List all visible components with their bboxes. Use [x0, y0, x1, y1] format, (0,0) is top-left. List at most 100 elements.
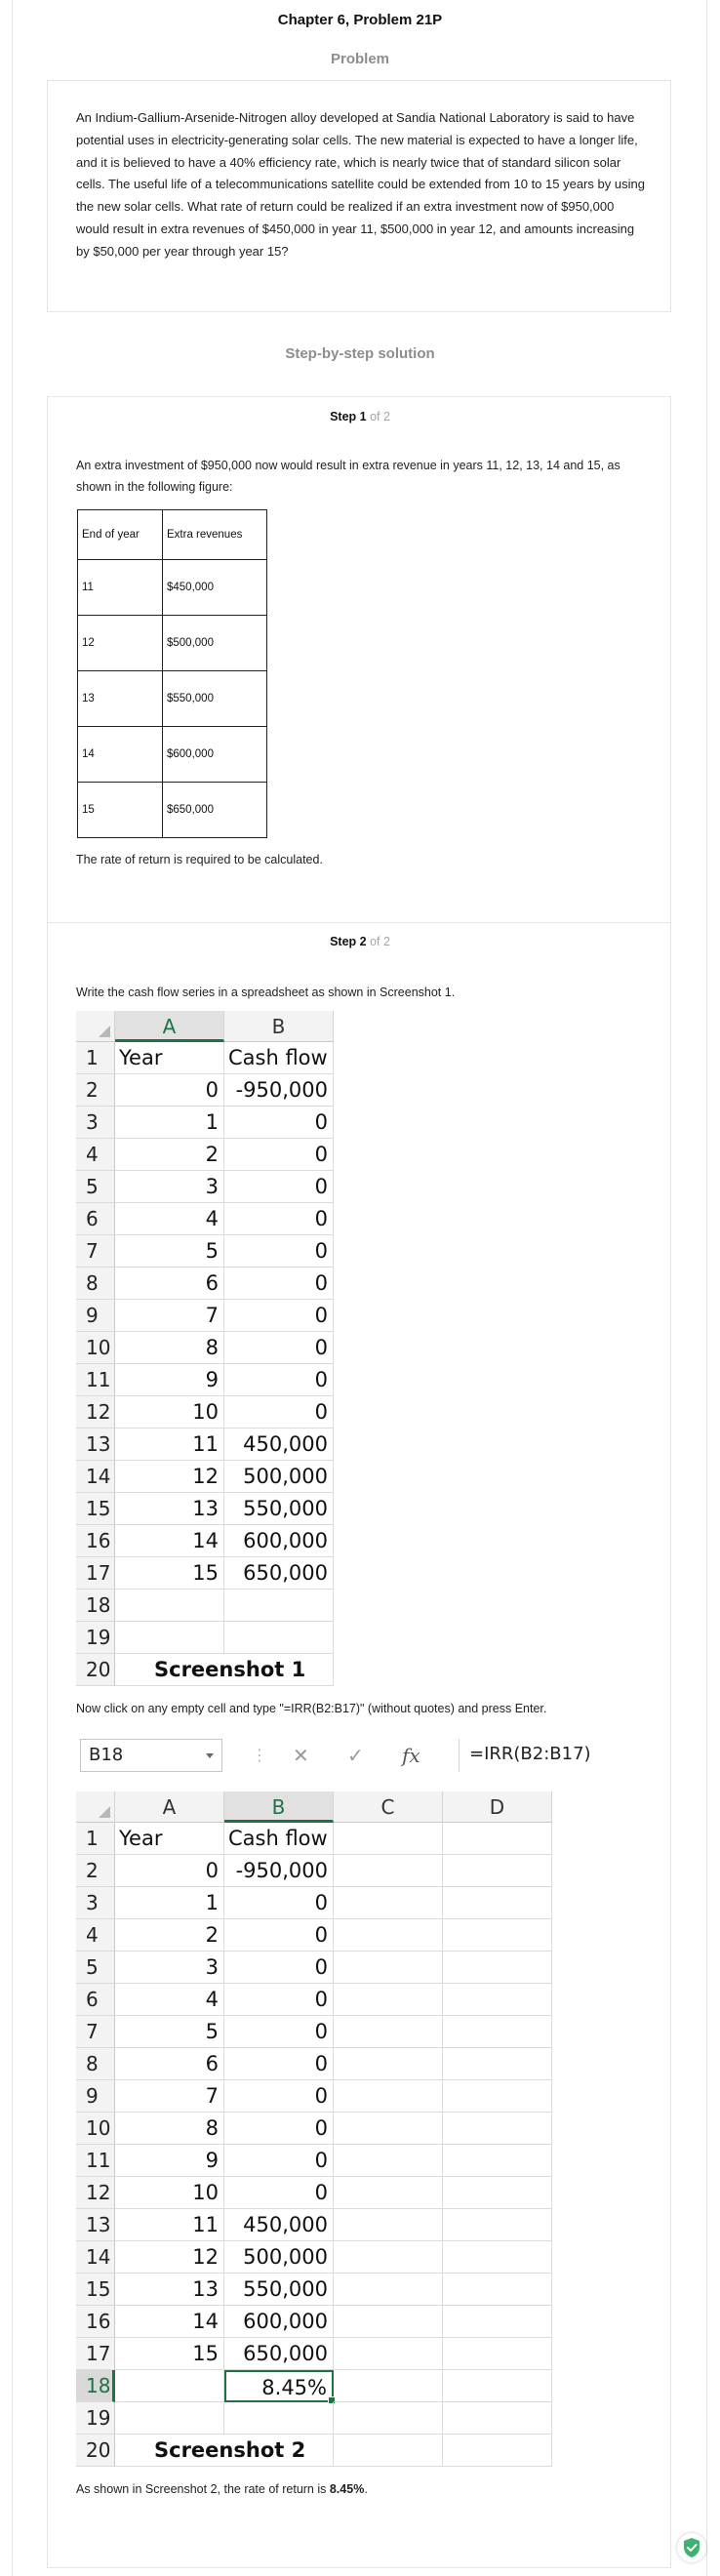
row-header-19[interactable]: 19: [76, 1622, 115, 1654]
column-header-d[interactable]: D: [443, 1791, 552, 1823]
cell-c10[interactable]: [334, 2113, 443, 2145]
select-all-corner[interactable]: [76, 1011, 115, 1042]
row-header-1[interactable]: 1: [76, 1042, 115, 1074]
cell-b3[interactable]: 0: [224, 1107, 334, 1139]
row-header-16[interactable]: 16: [76, 1525, 115, 1557]
row-header-20[interactable]: 20: [76, 2435, 115, 2467]
cell-d9[interactable]: [443, 2080, 552, 2113]
cell-c13[interactable]: [334, 2209, 443, 2241]
cell-b17[interactable]: 650,000: [224, 2338, 334, 2370]
cell-a17[interactable]: 15: [115, 2338, 224, 2370]
cell-a8[interactable]: 6: [115, 1268, 224, 1300]
row-header-5[interactable]: 5: [76, 1171, 115, 1203]
cell-a3[interactable]: 1: [115, 1887, 224, 1919]
row-header-10[interactable]: 10: [76, 1332, 115, 1364]
cell-d18[interactable]: [443, 2370, 552, 2402]
cell-d7[interactable]: [443, 2016, 552, 2048]
cell-d13[interactable]: [443, 2209, 552, 2241]
cell-c18[interactable]: [334, 2370, 443, 2402]
cell-a19[interactable]: [115, 2402, 224, 2435]
row-header-7[interactable]: 7: [76, 2016, 115, 2048]
cell-a3[interactable]: 1: [115, 1107, 224, 1139]
cell-a6[interactable]: 4: [115, 1984, 224, 2016]
cell-d20[interactable]: [443, 2435, 552, 2467]
row-header-4[interactable]: 4: [76, 1919, 115, 1952]
row-header-18[interactable]: 18: [76, 2370, 115, 2402]
cell-a18[interactable]: [115, 1590, 224, 1622]
cell-b9[interactable]: 0: [224, 2080, 334, 2113]
cell-a14[interactable]: 12: [115, 2241, 224, 2274]
row-header-13[interactable]: 13: [76, 2209, 115, 2241]
row-header-1[interactable]: 1: [76, 1823, 115, 1855]
cell-b18[interactable]: 8.45%: [224, 2370, 336, 2404]
cell-b13[interactable]: 450,000: [224, 2209, 334, 2241]
cell-b14[interactable]: 500,000: [224, 2241, 334, 2274]
cell-d17[interactable]: [443, 2338, 552, 2370]
cell-b4[interactable]: 0: [224, 1919, 334, 1952]
cell-b8[interactable]: 0: [224, 2048, 334, 2080]
cell-b4[interactable]: 0: [224, 1139, 334, 1171]
cell-b12[interactable]: 0: [224, 1396, 334, 1429]
cell-d2[interactable]: [443, 1855, 552, 1887]
row-header-2[interactable]: 2: [76, 1074, 115, 1107]
cell-c8[interactable]: [334, 2048, 443, 2080]
cell-c1[interactable]: [334, 1823, 443, 1855]
cell-a11[interactable]: 9: [115, 2145, 224, 2177]
cell-a4[interactable]: 2: [115, 1139, 224, 1171]
row-header-9[interactable]: 9: [76, 2080, 115, 2113]
row-header-19[interactable]: 19: [76, 2402, 115, 2435]
cell-b20[interactable]: [224, 1654, 334, 1686]
cancel-icon[interactable]: ✕: [293, 1744, 309, 1767]
cell-a10[interactable]: 8: [115, 2113, 224, 2145]
cell-c9[interactable]: [334, 2080, 443, 2113]
cell-d4[interactable]: [443, 1919, 552, 1952]
cell-b8[interactable]: 0: [224, 1268, 334, 1300]
row-header-16[interactable]: 16: [76, 2306, 115, 2338]
row-header-17[interactable]: 17: [76, 2338, 115, 2370]
cell-c11[interactable]: [334, 2145, 443, 2177]
cell-b1[interactable]: Cash flow: [224, 1823, 334, 1855]
row-header-12[interactable]: 12: [76, 1396, 115, 1429]
cell-b3[interactable]: 0: [224, 1887, 334, 1919]
cell-d10[interactable]: [443, 2113, 552, 2145]
cell-b15[interactable]: 550,000: [224, 2274, 334, 2306]
cell-b6[interactable]: 0: [224, 1203, 334, 1235]
cell-a1[interactable]: Year: [115, 1823, 224, 1855]
cell-c16[interactable]: [334, 2306, 443, 2338]
cell-b7[interactable]: 0: [224, 2016, 334, 2048]
row-header-14[interactable]: 14: [76, 1461, 115, 1493]
cell-b14[interactable]: 500,000: [224, 1461, 334, 1493]
row-header-7[interactable]: 7: [76, 1235, 115, 1268]
cell-a7[interactable]: 5: [115, 1235, 224, 1268]
cell-c20[interactable]: [334, 2435, 443, 2467]
cell-a2[interactable]: 0: [115, 1855, 224, 1887]
cell-b11[interactable]: 0: [224, 2145, 334, 2177]
cell-b13[interactable]: 450,000: [224, 1429, 334, 1461]
cell-a19[interactable]: [115, 1622, 224, 1654]
row-header-6[interactable]: 6: [76, 1203, 115, 1235]
row-header-4[interactable]: 4: [76, 1139, 115, 1171]
insert-function-icon[interactable]: fx: [402, 1744, 420, 1767]
cell-a1[interactable]: Year: [115, 1042, 224, 1074]
cell-b19[interactable]: [224, 1622, 334, 1654]
cell-a18[interactable]: [115, 2370, 224, 2402]
cell-b16[interactable]: 600,000: [224, 2306, 334, 2338]
cell-a16[interactable]: 14: [115, 2306, 224, 2338]
cell-a13[interactable]: 11: [115, 1429, 224, 1461]
cell-c15[interactable]: [334, 2274, 443, 2306]
cell-d14[interactable]: [443, 2241, 552, 2274]
row-header-11[interactable]: 11: [76, 1364, 115, 1396]
cell-b7[interactable]: 0: [224, 1235, 334, 1268]
row-header-12[interactable]: 12: [76, 2177, 115, 2209]
cell-d6[interactable]: [443, 1984, 552, 2016]
cell-b10[interactable]: 0: [224, 2113, 334, 2145]
cell-a14[interactable]: 12: [115, 1461, 224, 1493]
cell-a16[interactable]: 14: [115, 1525, 224, 1557]
cell-c7[interactable]: [334, 2016, 443, 2048]
cell-b5[interactable]: 0: [224, 1952, 334, 1984]
cell-b19[interactable]: [224, 2402, 334, 2435]
row-header-8[interactable]: 8: [76, 1268, 115, 1300]
cell-a9[interactable]: 7: [115, 1300, 224, 1332]
cell-a7[interactable]: 5: [115, 2016, 224, 2048]
column-header-b[interactable]: B: [224, 1011, 334, 1042]
